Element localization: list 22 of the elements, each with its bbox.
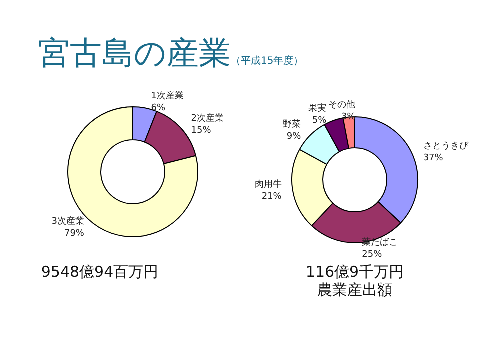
data-label: 21% <box>262 192 282 202</box>
data-label: 3% <box>341 112 356 122</box>
chart-title: 宮古島の産業 <box>38 34 231 72</box>
data-label: 5% <box>312 116 328 126</box>
text: 9548億94百万円 <box>40 263 160 281</box>
data-label: 9% <box>286 132 302 142</box>
slice-label: 1次産業 <box>151 90 184 102</box>
data-label: 37% <box>423 154 444 164</box>
text: 116億9千万円 <box>304 263 406 281</box>
slice-label: 野菜 <box>283 119 302 130</box>
data-label: 6% <box>151 103 166 114</box>
data-label: 15% <box>191 126 212 136</box>
data-label: 25% <box>362 250 383 260</box>
slice-label: 2次産業 <box>191 113 224 124</box>
slice-label: その他 <box>328 99 356 110</box>
slice-label: 3次産業 <box>52 216 84 228</box>
text: 農業産出額 <box>316 281 394 299</box>
text: （平成15年度） <box>231 56 304 67</box>
data-label: 79% <box>64 229 85 240</box>
slice-label: さとうきび <box>423 142 470 152</box>
slice-label: 肉用牛 <box>254 178 282 190</box>
slice-label: 果実 <box>308 103 327 114</box>
